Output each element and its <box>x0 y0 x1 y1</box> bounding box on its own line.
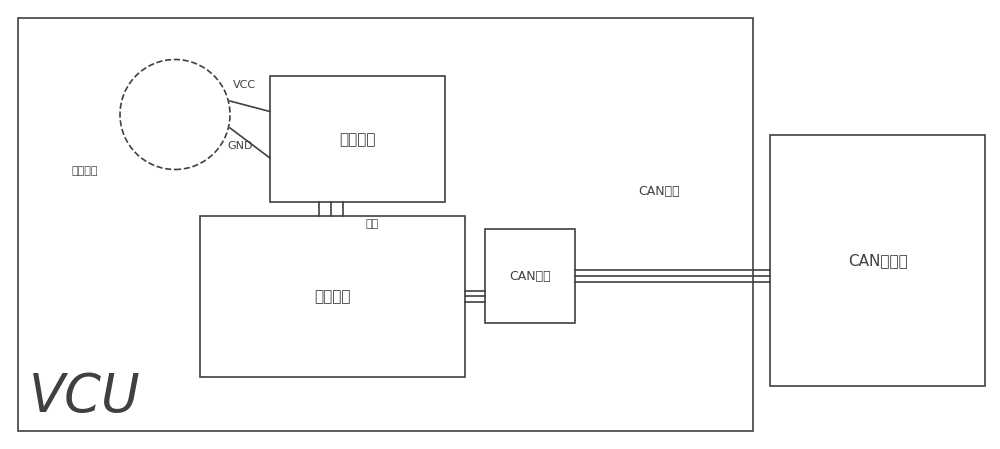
Text: GND: GND <box>227 141 252 151</box>
Text: CAN工具卡: CAN工具卡 <box>848 253 907 268</box>
Bar <box>200 216 465 377</box>
Text: VCC: VCC <box>233 80 256 90</box>
Text: 法拉电容: 法拉电容 <box>72 166 98 176</box>
Text: VCU: VCU <box>29 371 141 423</box>
Text: CAN总线: CAN总线 <box>638 185 680 198</box>
Bar <box>18 18 753 431</box>
Text: 主控芯片: 主控芯片 <box>314 289 351 304</box>
Bar <box>770 135 985 386</box>
Text: 串行: 串行 <box>365 220 378 229</box>
Text: CAN模块: CAN模块 <box>509 270 551 282</box>
Text: 时钟芯片: 时钟芯片 <box>339 132 376 147</box>
Bar <box>485 229 575 323</box>
Bar <box>270 76 445 202</box>
